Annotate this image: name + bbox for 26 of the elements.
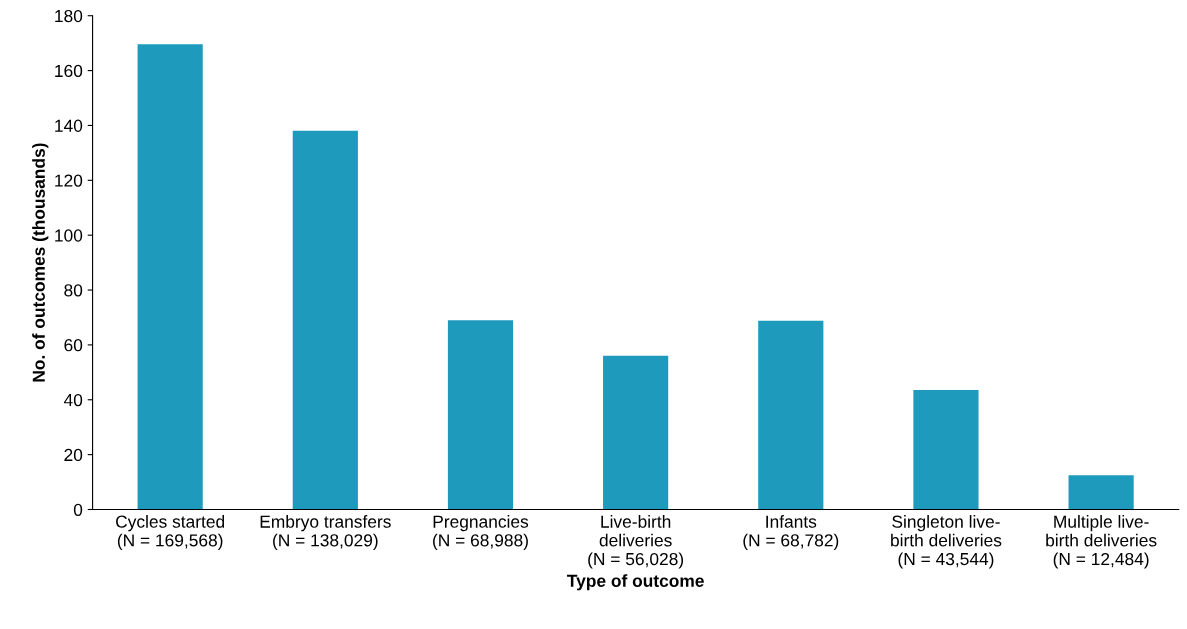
y-tick-label: 120 xyxy=(55,174,83,187)
x-tick-label: Live-birth deliveries (N = 56,028) xyxy=(588,515,684,569)
y-tick-label: 180 xyxy=(55,9,83,23)
bar xyxy=(447,320,514,510)
x-tick-label: Embryo transfers (N = 138,029) xyxy=(260,515,391,550)
y-tick-label: 160 xyxy=(55,64,83,78)
x-tick-label: Singleton live- birth deliveries (N = 43,544) xyxy=(891,515,1002,569)
y-tick-label: 140 xyxy=(55,119,83,132)
bar xyxy=(1068,475,1134,510)
y-tick-label: 40 xyxy=(63,393,83,407)
bar xyxy=(913,390,979,510)
y-tick-label: 100 xyxy=(55,229,83,242)
y-tick-label: 60 xyxy=(64,339,83,352)
x-tick-label: Multiple live- birth deliveries (N = 12,484) xyxy=(1046,515,1157,569)
x-tick-label: Cycles started (N = 169,568) xyxy=(116,515,225,550)
bar xyxy=(603,355,669,510)
y-tick-label: 80 xyxy=(64,284,83,297)
x-tick-label: Pregnancies (N = 68,988) xyxy=(433,515,529,550)
bar xyxy=(758,320,824,510)
x-tick-label: Infants (N = 68,782) xyxy=(743,515,839,550)
y-tick-label: 20 xyxy=(64,448,83,462)
bar xyxy=(292,130,358,510)
y-tick-label: 0 xyxy=(73,503,83,516)
x-axis-title: Type of outcome xyxy=(567,574,704,591)
bar xyxy=(137,44,203,510)
y-axis-title: No. of outcomes (thousands) xyxy=(32,143,49,382)
